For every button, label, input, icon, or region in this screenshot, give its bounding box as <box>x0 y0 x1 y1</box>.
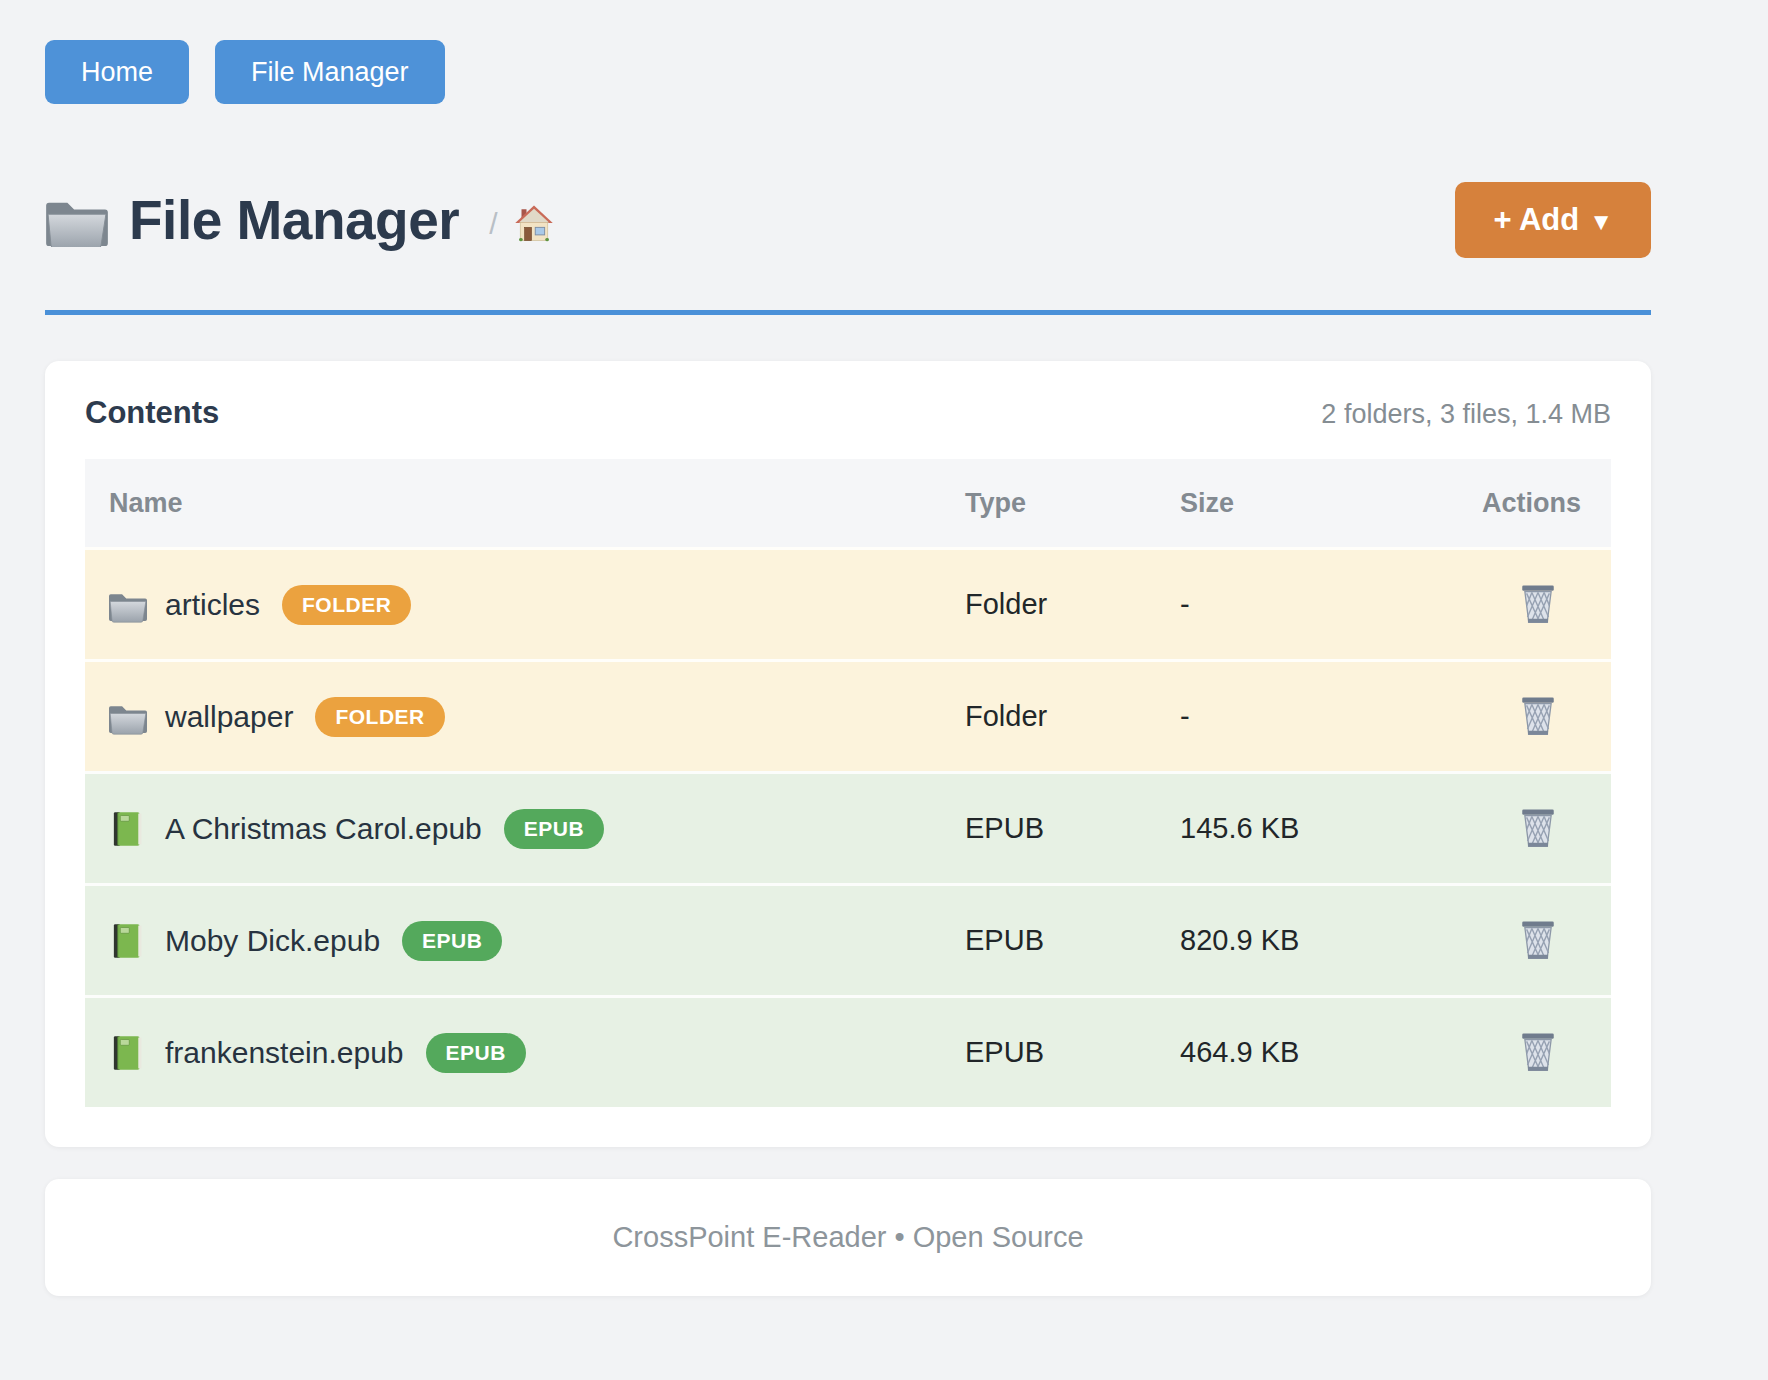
actions-cell <box>1405 580 1611 630</box>
chevron-down-icon: ▼ <box>1589 208 1613 235</box>
size-cell: - <box>1180 588 1405 621</box>
contents-title: Contents <box>85 395 219 431</box>
actions-cell <box>1405 692 1611 742</box>
delete-button[interactable] <box>1517 692 1559 738</box>
contents-summary: 2 folders, 3 files, 1.4 MB <box>1321 399 1611 430</box>
column-header-type: Type <box>965 488 1180 519</box>
file-name-link[interactable]: frankenstein.epub <box>165 1036 404 1070</box>
file-type-badge: EPUB <box>402 921 502 961</box>
name-cell: A Christmas Carol.epub EPUB <box>85 809 965 849</box>
header-divider <box>45 310 1651 315</box>
actions-cell <box>1405 916 1611 966</box>
folder-icon <box>45 193 109 247</box>
delete-button[interactable] <box>1517 804 1559 850</box>
type-cell: EPUB <box>965 1036 1180 1069</box>
size-cell: - <box>1180 700 1405 733</box>
footer-card: CrossPoint E-Reader • Open Source <box>45 1179 1651 1296</box>
file-table: Name Type Size Actions articles FOLDER F… <box>85 459 1611 1107</box>
file-type-badge: EPUB <box>504 809 604 849</box>
file-name-link[interactable]: wallpaper <box>165 700 293 734</box>
page-header: File Manager / + Add ▼ <box>45 182 1651 258</box>
table-row[interactable]: articles FOLDER Folder - <box>85 547 1611 659</box>
footer-text: CrossPoint E-Reader • Open Source <box>612 1221 1083 1254</box>
file-table-body: articles FOLDER Folder - wallpaper FOLDE… <box>85 547 1611 1107</box>
name-cell: articles FOLDER <box>85 585 965 625</box>
add-button[interactable]: + Add ▼ <box>1455 182 1651 258</box>
table-row[interactable]: wallpaper FOLDER Folder - <box>85 659 1611 771</box>
delete-button[interactable] <box>1517 1028 1559 1074</box>
delete-button[interactable] <box>1517 916 1559 962</box>
delete-button[interactable] <box>1517 580 1559 626</box>
actions-cell <box>1405 1028 1611 1078</box>
type-cell: EPUB <box>965 812 1180 845</box>
column-header-name: Name <box>85 488 965 519</box>
file-manager-button[interactable]: File Manager <box>215 40 445 104</box>
trash-icon <box>1517 916 1559 962</box>
file-name-link[interactable]: Moby Dick.epub <box>165 924 380 958</box>
trash-icon <box>1517 1028 1559 1074</box>
file-type-badge: FOLDER <box>315 697 444 737</box>
size-cell: 464.9 KB <box>1180 1036 1405 1069</box>
page: Home File Manager File Manager / + Add▼ … <box>45 0 1651 1296</box>
type-cell: Folder <box>965 588 1180 621</box>
table-row[interactable]: frankenstein.epub EPUB EPUB 464.9 KB <box>85 995 1611 1107</box>
folder-icon <box>109 587 147 623</box>
actions-cell <box>1405 804 1611 854</box>
trash-icon <box>1517 804 1559 850</box>
table-row[interactable]: Moby Dick.epub EPUB EPUB 820.9 KB <box>85 883 1611 995</box>
type-cell: Folder <box>965 700 1180 733</box>
trash-icon <box>1517 580 1559 626</box>
file-type-badge: EPUB <box>426 1033 526 1073</box>
green-book-icon <box>109 811 147 847</box>
home-button[interactable]: Home <box>45 40 189 104</box>
file-type-badge: FOLDER <box>282 585 411 625</box>
page-title: File Manager <box>129 188 459 252</box>
trash-icon <box>1517 692 1559 738</box>
green-book-icon <box>109 1035 147 1071</box>
contents-card: Contents 2 folders, 3 files, 1.4 MB Name… <box>45 361 1651 1147</box>
file-name-link[interactable]: articles <box>165 588 260 622</box>
column-header-size: Size <box>1180 488 1405 519</box>
breadcrumb-nav: Home File Manager <box>45 0 1651 104</box>
title-group: File Manager / <box>45 188 554 252</box>
file-name-link[interactable]: A Christmas Carol.epub <box>165 812 482 846</box>
type-cell: EPUB <box>965 924 1180 957</box>
size-cell: 820.9 KB <box>1180 924 1405 957</box>
folder-icon <box>109 699 147 735</box>
name-cell: wallpaper FOLDER <box>85 697 965 737</box>
file-table-header: Name Type Size Actions <box>85 459 1611 547</box>
table-row[interactable]: A Christmas Carol.epub EPUB EPUB 145.6 K… <box>85 771 1611 883</box>
name-cell: Moby Dick.epub EPUB <box>85 921 965 961</box>
green-book-icon <box>109 923 147 959</box>
column-header-actions: Actions <box>1405 488 1611 519</box>
size-cell: 145.6 KB <box>1180 812 1405 845</box>
house-icon[interactable] <box>514 203 554 243</box>
contents-card-header: Contents 2 folders, 3 files, 1.4 MB <box>85 395 1611 431</box>
name-cell: frankenstein.epub EPUB <box>85 1033 965 1073</box>
add-button-label: + Add <box>1493 202 1579 237</box>
breadcrumb-separator: / <box>489 207 497 241</box>
